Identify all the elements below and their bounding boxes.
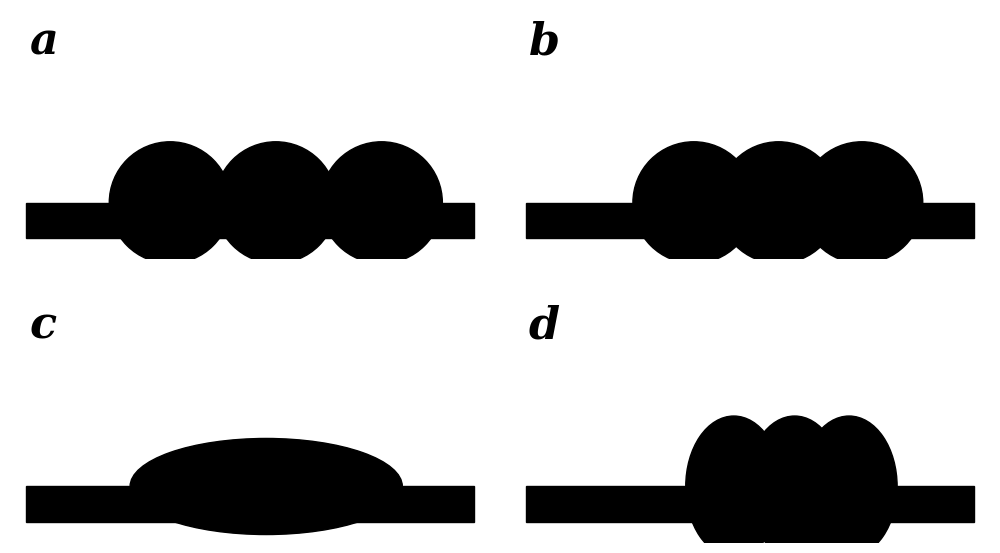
Ellipse shape [321,142,442,263]
Ellipse shape [747,416,843,553]
Text: d: d [529,304,560,347]
Bar [26,487,474,521]
Ellipse shape [633,142,755,263]
Ellipse shape [109,142,231,263]
Ellipse shape [801,142,923,263]
Bar [526,202,974,238]
Text: b: b [529,20,560,64]
Text: a: a [29,20,58,64]
Bar [26,202,474,238]
Text: c: c [29,304,56,347]
Ellipse shape [718,142,839,263]
Ellipse shape [801,416,897,553]
Ellipse shape [130,439,402,535]
Ellipse shape [686,416,782,553]
Ellipse shape [215,142,337,263]
Bar [526,487,974,521]
